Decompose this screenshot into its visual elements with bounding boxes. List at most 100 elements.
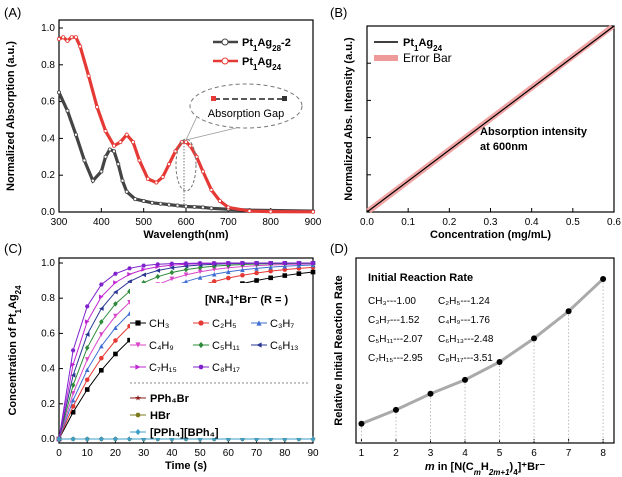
panel-label-b: (B): [330, 5, 347, 20]
x-tick-label-d: 8: [600, 448, 606, 459]
data-point-c-5: [127, 279, 132, 284]
data-point-c-1: [84, 377, 90, 383]
data-point-c-1: [254, 270, 259, 276]
data-point-a-1: [95, 105, 100, 110]
panel-a: (A) 300 400 500 600 700 800 900 0.0 0.2 0.4 0.6 0.8 1…: [4, 5, 322, 241]
y-tick-label-a: 1.0: [41, 23, 55, 34]
data-point-a-1: [200, 169, 205, 174]
y-axis-label-b: Normalized Abs. Intensity (a.u.): [343, 37, 355, 201]
annotation-b-line2: at 600nm: [480, 141, 528, 153]
data-point-a-1: [145, 176, 150, 181]
y-tick-label-c: 0.2: [41, 399, 55, 410]
data-point-c-7: [70, 348, 76, 353]
legend-label-a-0: Pt1Ag28-2: [242, 37, 291, 53]
data-point-c-6: [84, 319, 90, 324]
y-tick-label-a: 0.8: [41, 60, 55, 71]
data-point-c-5: [155, 268, 161, 273]
data-point-c-1: [113, 338, 118, 343]
y-tick-label-a: 0.0: [41, 207, 55, 218]
data-point-a-1: [86, 73, 91, 78]
data-point-a-0: [103, 154, 108, 159]
y-tick-label-c: 0.0: [41, 434, 55, 445]
data-point-c-3: [197, 269, 203, 275]
data-point-c-4: [183, 266, 189, 273]
x-axis-label-a: Wavelength(nm): [143, 229, 228, 241]
x-tick-label-c: 70: [251, 448, 263, 459]
data-point-c-7: [84, 304, 90, 309]
x-tick-label-d: 3: [428, 448, 434, 459]
x-axis-label-b: Concentration (mg/mL): [430, 229, 551, 241]
y-axis-label-c: Concentration of Pt1Ag24: [7, 285, 23, 416]
data-point-a-0: [158, 201, 163, 206]
data-point-c-7: [155, 262, 161, 267]
data-point-c-7: [226, 261, 231, 266]
data-point-c-7: [254, 261, 259, 266]
data-point-a-0: [150, 200, 155, 205]
rate-table-cell-d: CH₃---1.00: [368, 296, 416, 307]
data-point-a-1: [173, 149, 178, 154]
data-point-c-7: [268, 261, 273, 265]
gap-ellipse: [189, 83, 303, 129]
data-point-a-0: [65, 108, 70, 113]
data-point-c-6: [141, 267, 146, 272]
panel-label-d: (D): [330, 241, 348, 256]
x-tick-label-b: 0.2: [442, 217, 456, 228]
data-point-c-0: [296, 271, 302, 276]
data-point-c-5: [70, 372, 76, 378]
legend-label-c-4: C₅H₁₁: [212, 340, 240, 352]
data-point-a-1: [247, 209, 252, 214]
x-tick-label-d: 7: [566, 448, 572, 459]
data-point-c-7: [282, 261, 288, 265]
data-point-c-7: [211, 261, 217, 266]
data-point-c-3: [169, 276, 175, 282]
rate-table-cell-d: C₇H₁₅---2.95: [368, 353, 423, 364]
data-point-a-0: [183, 204, 188, 209]
x-axis-label-c: Time (s): [165, 460, 207, 472]
legend-label-c-10: [PPh₄][BPh₄]: [150, 427, 219, 439]
callout-line: [185, 126, 241, 141]
data-point-c-1: [211, 279, 217, 284]
y-tick-label-a: 0.2: [41, 170, 55, 181]
data-point-c-4: [99, 319, 104, 325]
data-point-a-1: [268, 209, 273, 214]
y-tick-label-c: 0.4: [41, 364, 55, 375]
x-tick-label-c: 20: [110, 448, 122, 459]
data-point-a-1: [310, 209, 315, 214]
data-point-c-0: [282, 273, 288, 278]
data-point-a-1: [103, 129, 108, 134]
data-point-c-3: [84, 357, 90, 362]
x-tick-label-a: 900: [305, 217, 322, 228]
data-point-c-4: [113, 301, 118, 307]
legend-marker-c-0: [135, 320, 141, 326]
data-point-c-5: [99, 306, 104, 311]
data-point-d: [531, 335, 538, 342]
data-point-a-1: [69, 35, 74, 40]
legend-marker-a-0: [221, 38, 229, 46]
legend-marker-c-10: [135, 428, 141, 436]
rate-table-cell-d: C₂H₅---1.24: [438, 296, 490, 307]
data-point-a-1: [188, 143, 193, 148]
x-tick-label-c: 10: [82, 448, 94, 459]
data-point-c-7: [197, 261, 203, 266]
data-point-c-0: [268, 275, 273, 281]
x-tick-label-a: 500: [135, 217, 152, 228]
data-point-d: [462, 376, 469, 383]
y-tick-label-a: 0.6: [41, 97, 55, 108]
data-point-a-0: [73, 132, 78, 137]
legend-label-c-5: C₆H₁₃: [270, 340, 299, 352]
data-point-c-4: [84, 345, 90, 351]
data-point-c-2: [183, 279, 189, 284]
data-point-c-2: [70, 397, 76, 403]
data-point-d: [427, 390, 434, 397]
data-point-a-0: [107, 147, 112, 152]
data-point-c-2: [211, 271, 217, 277]
gap-end-red: [211, 96, 216, 101]
plot-frame-c: [58, 257, 314, 444]
panel-d: (D) 1 2 3 4 5 6 7 8 Relative Initial Reaction Rat…: [330, 241, 615, 477]
legend-label-c-1: C₂H₅: [212, 318, 237, 330]
x-tick-label-c: 50: [195, 448, 207, 459]
legend-label-b-1: Error Bar: [403, 51, 452, 65]
data-point-a-1: [154, 180, 159, 185]
data-point-a-0: [167, 202, 172, 207]
legend-label-c-9: HBr: [150, 410, 171, 422]
